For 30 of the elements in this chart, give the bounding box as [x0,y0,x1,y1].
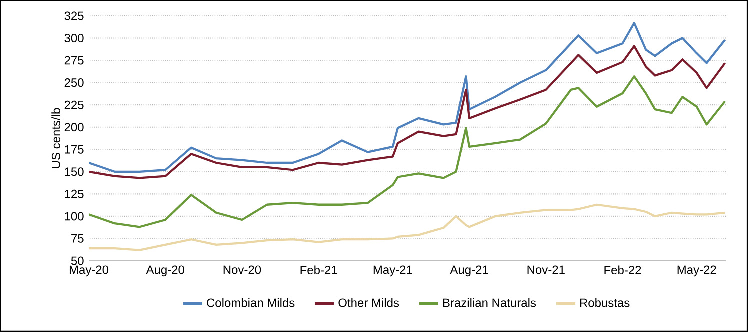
line-series [89,22,726,173]
legend-label: Colombian Milds [207,298,295,308]
x-tick-label: May-21 [374,266,412,277]
x-tick-label: Aug-20 [146,266,184,277]
x-tick-label: May-20 [70,266,109,277]
x-tick-label: Nov-20 [224,266,262,274]
x-tick-label: Feb-21 [300,266,338,275]
x-tick-label: Aug-21 [450,266,488,277]
line-series [89,204,726,252]
y-axis-title: US cents/lb [52,108,60,168]
y-tick-label: 125 [65,190,84,198]
x-tick-label: Nov-21 [528,266,565,274]
y-tick-label: 150 [65,168,84,176]
y-tick-label: 100 [65,212,84,221]
y-tick-label: 50 [71,256,84,266]
x-tick-label: Feb-22 [604,266,642,275]
line-series [89,76,726,228]
y-tick-label: 200 [64,123,84,132]
legend-label: Other Milds [338,298,400,308]
line-series [89,45,726,180]
legend-label: Brazilian Naturals [443,298,536,308]
legend-label: Robustas [580,298,630,308]
y-tick-label: 300 [64,34,84,43]
y-tick-label: 225 [64,100,84,110]
x-tick-label: May-22 [678,266,716,277]
y-tick-label: 275 [64,56,84,65]
y-tick-label: 175 [65,145,84,154]
y-tick-label: 250 [64,78,84,88]
y-tick-label: 75 [72,234,84,243]
y-tick-label: 325 [64,12,84,20]
